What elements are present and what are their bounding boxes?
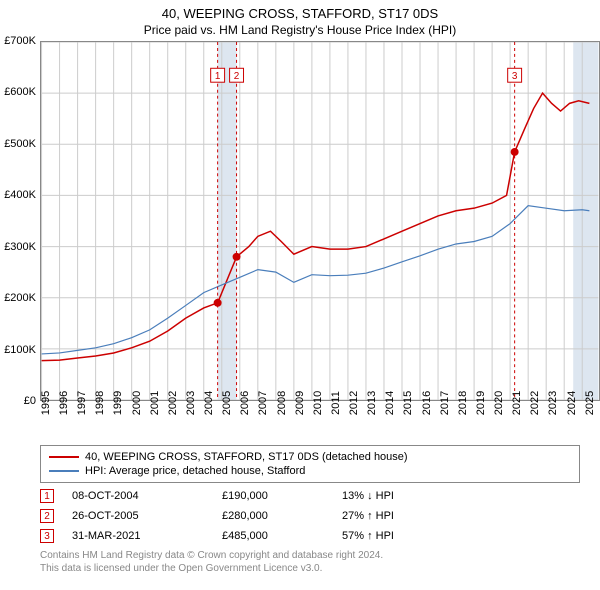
x-tick-label: 2018	[457, 391, 469, 415]
sale-date: 31-MAR-2021	[72, 530, 222, 542]
legend-row: 40, WEEPING CROSS, STAFFORD, ST17 0DS (d…	[49, 450, 571, 464]
sale-price: £190,000	[222, 490, 342, 502]
attribution: Contains HM Land Registry data © Crown c…	[40, 549, 600, 575]
x-tick-label: 2021	[511, 391, 523, 415]
x-tick-label: 2001	[149, 391, 161, 415]
x-tick-label: 2017	[439, 391, 451, 415]
y-tick-label: £100K	[4, 344, 40, 356]
y-tick-label: £200K	[4, 292, 40, 304]
sale-dot	[233, 253, 241, 261]
x-tick-label: 2014	[384, 391, 396, 415]
y-tick-label: £300K	[4, 241, 40, 253]
x-tick-label: 2013	[366, 391, 378, 415]
y-tick-label: £500K	[4, 138, 40, 150]
series-property	[42, 93, 590, 361]
sale-price: £280,000	[222, 510, 342, 522]
sale-badge: 1	[40, 489, 54, 503]
legend-label: 40, WEEPING CROSS, STAFFORD, ST17 0DS (d…	[85, 451, 408, 463]
x-tick-label: 2005	[221, 391, 233, 415]
sale-delta: 27% ↑ HPI	[342, 510, 462, 522]
x-tick-label: 2020	[493, 391, 505, 415]
y-tick-label: £400K	[4, 189, 40, 201]
sale-badge: 3	[40, 529, 54, 543]
sale-date: 26-OCT-2005	[72, 510, 222, 522]
attribution-line1: Contains HM Land Registry data © Crown c…	[40, 549, 600, 562]
x-tick-label: 2016	[421, 391, 433, 415]
chart-container: 40, WEEPING CROSS, STAFFORD, ST17 0DS Pr…	[0, 0, 600, 590]
chart-svg: 1 2 3	[40, 41, 600, 401]
sale-dot	[214, 299, 222, 307]
chart-subtitle: Price paid vs. HM Land Registry's House …	[0, 21, 600, 41]
sale-row: 1 08-OCT-2004£190,00013% ↓ HPI	[40, 489, 600, 503]
x-tick-label: 1998	[94, 391, 106, 415]
legend-label: HPI: Average price, detached house, Staf…	[85, 465, 305, 477]
x-tick-label: 2003	[185, 391, 197, 415]
x-tick-label: 2002	[167, 391, 179, 415]
sale-price: £485,000	[222, 530, 342, 542]
x-tick-label: 2012	[348, 391, 360, 415]
x-tick-label: 2000	[131, 391, 143, 415]
x-tick-label: 1995	[40, 391, 52, 415]
sale-badge-text: 2	[234, 71, 240, 82]
sale-badge-text: 1	[215, 71, 221, 82]
chart-title: 40, WEEPING CROSS, STAFFORD, ST17 0DS	[0, 0, 600, 21]
sale-badge: 2	[40, 509, 54, 523]
x-tick-label: 2010	[312, 391, 324, 415]
shade-region	[573, 42, 598, 400]
sale-date: 08-OCT-2004	[72, 490, 222, 502]
legend-swatch	[49, 470, 79, 472]
x-tick-label: 1996	[58, 391, 70, 415]
shade-region	[218, 42, 237, 400]
chart-plot-area: £0£100K£200K£300K£400K£500K£600K£700K 12…	[40, 41, 600, 401]
x-tick-label: 2015	[402, 391, 414, 415]
x-tick-label: 2008	[276, 391, 288, 415]
sale-row: 2 26-OCT-2005£280,00027% ↑ HPI	[40, 509, 600, 523]
x-tick-label: 2004	[203, 391, 215, 415]
y-tick-label: £700K	[4, 35, 40, 47]
legend-swatch	[49, 456, 79, 458]
x-tick-label: 2023	[547, 391, 559, 415]
y-tick-label: £0	[24, 395, 40, 407]
sale-delta: 13% ↓ HPI	[342, 490, 462, 502]
y-tick-label: £600K	[4, 86, 40, 98]
x-tick-label: 2009	[294, 391, 306, 415]
sale-row: 3 31-MAR-2021£485,00057% ↑ HPI	[40, 529, 600, 543]
legend: 40, WEEPING CROSS, STAFFORD, ST17 0DS (d…	[40, 445, 580, 483]
x-tick-label: 2011	[330, 391, 342, 415]
sale-dot	[511, 148, 519, 156]
x-tick-label: 2007	[257, 391, 269, 415]
x-tick-label: 2019	[475, 391, 487, 415]
x-tick-label: 2024	[566, 391, 578, 415]
attribution-line2: This data is licensed under the Open Gov…	[40, 562, 600, 575]
x-tick-label: 1997	[76, 391, 88, 415]
sale-delta: 57% ↑ HPI	[342, 530, 462, 542]
x-tick-label: 2022	[529, 391, 541, 415]
x-tick-label: 2006	[239, 391, 251, 415]
x-tick-label: 1999	[112, 391, 124, 415]
sale-badge-text: 3	[512, 71, 518, 82]
legend-row: HPI: Average price, detached house, Staf…	[49, 464, 571, 478]
x-tick-label: 2025	[584, 391, 596, 415]
series-hpi	[42, 206, 590, 354]
x-axis-labels: 1995199619971998199920002001200220032004…	[40, 401, 600, 441]
